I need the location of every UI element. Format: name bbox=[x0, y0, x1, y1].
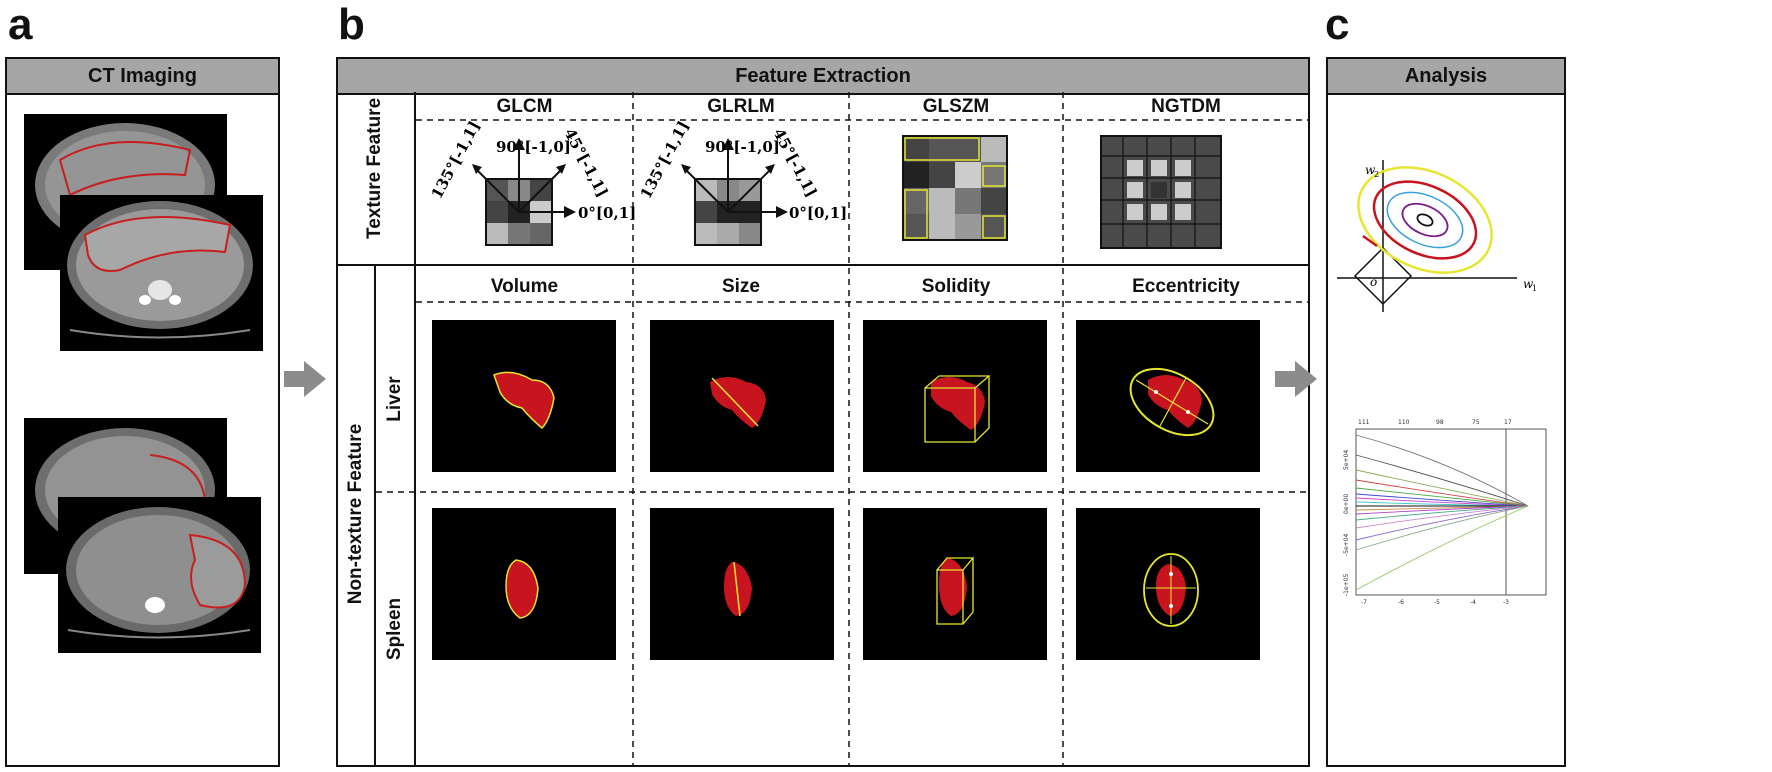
spleen-volume-render bbox=[432, 508, 616, 660]
arrow-b-to-c-stem bbox=[1275, 371, 1295, 387]
panel-letter-b: b bbox=[338, 0, 365, 49]
texture-feature-label: Texture Feature bbox=[364, 97, 385, 239]
glszm-diagram bbox=[902, 135, 1008, 241]
liver-solidity-render bbox=[863, 320, 1047, 472]
glcm-label-135: 135°[-1,1] bbox=[428, 118, 484, 202]
nontexture-feature-label: Non-texture Feature bbox=[345, 423, 366, 605]
column-size: Size bbox=[721, 276, 761, 297]
ct-imaging-header: CT Imaging bbox=[7, 59, 278, 95]
lasso-top-tick-3: 75 bbox=[1472, 419, 1480, 426]
panel-analysis: Analysis bbox=[1326, 57, 1566, 767]
glcm-label-90: 90°[-1,0] bbox=[496, 138, 571, 156]
analysis-header: Analysis bbox=[1328, 59, 1564, 95]
regularization-diagram: o w 2 w 1 bbox=[1337, 160, 1537, 312]
axis-w2-subscript: 2 bbox=[1374, 170, 1379, 179]
column-eccentricity: Eccentricity bbox=[1132, 276, 1240, 297]
glrlm-direction-labels: 90°[-1,0] 135°[-1,1] 45°[-1,1] 0°[0,1] bbox=[637, 118, 848, 222]
lasso-bottom-tick-0: -7 bbox=[1361, 599, 1367, 606]
panel-letter-c: c bbox=[1325, 0, 1350, 49]
glcm-direction-labels: 90°[-1,0] 135°[-1,1] 45°[-1,1] 0°[0,1] bbox=[428, 118, 637, 222]
axis-w1-subscript: 1 bbox=[1532, 284, 1537, 293]
glrlm-label-45: 45°[-1,1] bbox=[769, 125, 820, 200]
glrlm-label-0: 0°[0,1] bbox=[789, 204, 847, 222]
axis-w1-label: w bbox=[1523, 277, 1534, 291]
glrlm-label-135: 135°[-1,1] bbox=[637, 118, 693, 202]
organ-label-spleen: Spleen bbox=[384, 597, 405, 661]
glrlm-label-90: 90°[-1,0] bbox=[705, 138, 780, 156]
glcm-label-0: 0°[0,1] bbox=[578, 204, 636, 222]
lasso-bottom-tick-3: -4 bbox=[1470, 599, 1476, 606]
panel-letter-a: a bbox=[8, 0, 33, 49]
feature-extraction-header: Feature Extraction bbox=[338, 59, 1308, 95]
column-glszm: GLSZM bbox=[922, 96, 990, 117]
arrow-b-to-c-icon bbox=[1295, 361, 1317, 397]
glrlm-diagram bbox=[681, 138, 788, 246]
column-volume: Volume bbox=[490, 276, 559, 297]
lasso-path-plot: 111 110 98 75 17 -7 -6 -5 -4 -3 5e+04 0e… bbox=[1343, 419, 1547, 606]
spleen-size-render bbox=[650, 508, 834, 660]
spleen-eccentricity-render bbox=[1076, 508, 1260, 660]
lasso-top-tick-0: 111 bbox=[1358, 419, 1370, 426]
ct-scan-stacks bbox=[24, 114, 263, 653]
lasso-y-tick-3: -1e+05 bbox=[1343, 573, 1350, 596]
lasso-y-tick-2: -5e+04 bbox=[1343, 533, 1350, 556]
column-ngtdm: NGTDM bbox=[1151, 96, 1221, 117]
organ-label-liver: Liver bbox=[384, 376, 405, 422]
origin-label: o bbox=[1370, 275, 1377, 289]
arrow-a-to-b-stem bbox=[284, 371, 304, 387]
column-glcm: GLCM bbox=[496, 96, 553, 117]
lasso-top-tick-1: 110 bbox=[1398, 419, 1410, 426]
spleen-solidity-render bbox=[863, 508, 1047, 660]
liver-volume-render bbox=[432, 320, 616, 472]
lasso-bottom-tick-4: -3 bbox=[1503, 599, 1509, 606]
glcm-label-45: 45°[-1,1] bbox=[560, 125, 611, 200]
liver-size-render bbox=[650, 320, 834, 472]
column-solidity: Solidity bbox=[921, 276, 991, 297]
liver-eccentricity-render bbox=[1076, 320, 1260, 472]
lasso-top-tick-2: 98 bbox=[1436, 419, 1444, 426]
ngtdm-diagram bbox=[1100, 135, 1222, 249]
lasso-top-tick-4: 17 bbox=[1504, 419, 1512, 426]
lasso-y-tick-1: 0e+00 bbox=[1343, 494, 1350, 514]
lasso-y-tick-0: 5e+04 bbox=[1343, 450, 1350, 470]
column-glrlm: GLRLM bbox=[707, 96, 775, 117]
axis-w2-label: w bbox=[1365, 163, 1376, 177]
arrow-a-to-b-icon bbox=[304, 361, 326, 397]
lasso-bottom-tick-2: -5 bbox=[1434, 599, 1440, 606]
lasso-bottom-tick-1: -6 bbox=[1398, 599, 1404, 606]
glcm-diagram bbox=[472, 138, 576, 246]
